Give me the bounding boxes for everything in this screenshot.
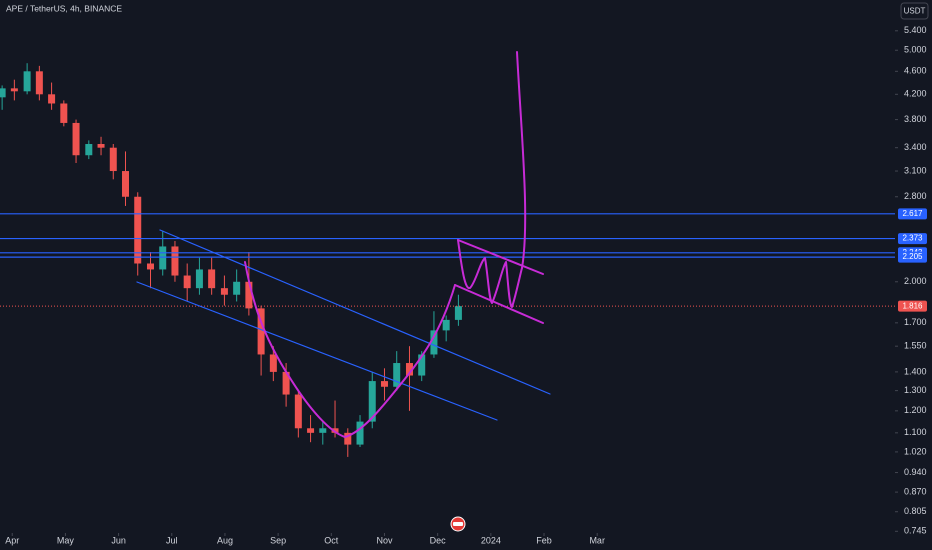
candle-body — [60, 103, 68, 123]
price-badge-label: 2.617 — [902, 209, 923, 218]
candle-body — [0, 88, 6, 98]
candle-body — [85, 144, 93, 156]
price-badge — [898, 251, 927, 263]
candle-body — [72, 122, 80, 156]
candle-body — [356, 421, 364, 445]
candle-body — [23, 71, 31, 92]
y-tick-label: 1.300 — [904, 385, 927, 395]
y-tick-label: 3.100 — [904, 165, 927, 175]
pennant-line — [454, 284, 544, 324]
last-price-badge — [898, 300, 927, 312]
y-tick-label: 0.870 — [904, 486, 927, 496]
y-tick-label: 0.745 — [904, 526, 927, 536]
channel-line — [136, 281, 498, 421]
price-axis — [895, 0, 932, 533]
candle-body — [208, 269, 216, 289]
candle-body — [454, 306, 462, 320]
candle-body — [35, 71, 43, 95]
x-tick-label: Apr — [5, 535, 19, 545]
y-tick-label: 5.000 — [904, 45, 927, 55]
price-badge — [898, 208, 927, 220]
candle-body — [269, 354, 277, 372]
y-tick-label: 0.805 — [904, 506, 927, 516]
candle-body — [48, 94, 56, 104]
x-tick-label: 2024 — [481, 535, 501, 545]
candle-body — [442, 319, 450, 331]
candle-body — [233, 281, 241, 295]
price-badge-label: 2.373 — [902, 234, 923, 243]
x-tick-label: Nov — [376, 535, 393, 545]
logo — [450, 516, 466, 532]
x-tick-label: Sep — [270, 535, 286, 545]
x-tick-label: Mar — [589, 535, 605, 545]
x-tick-label: Jul — [166, 535, 178, 545]
y-tick-label: 3.800 — [904, 114, 927, 124]
y-tick-label: 1.400 — [904, 366, 927, 376]
x-tick-label: Aug — [217, 535, 233, 545]
candle-body — [109, 147, 117, 172]
x-tick-label: Jun — [111, 535, 126, 545]
y-tick-label: 4.600 — [904, 66, 927, 76]
y-tick-label: 2.800 — [904, 191, 927, 201]
candle-body — [146, 263, 154, 270]
logo-mark — [453, 522, 463, 526]
candle-body — [257, 308, 265, 355]
y-tick-label: 2.000 — [904, 276, 927, 286]
y-tick-label: 1.100 — [904, 427, 927, 437]
candle-body — [307, 428, 315, 433]
x-tick-label: Oct — [324, 535, 339, 545]
projection-curve — [516, 51, 527, 269]
pennant-line — [457, 239, 544, 275]
y-tick-label: 1.020 — [904, 446, 927, 456]
candle-body — [380, 381, 388, 387]
y-tick-label: 4.200 — [904, 89, 927, 99]
y-tick-label: 0.940 — [904, 467, 927, 477]
candle-body — [245, 281, 253, 309]
candle-body — [183, 275, 191, 289]
chart-title: APE / TetherUS, 4h, BINANCE — [6, 3, 122, 13]
x-tick-label: Feb — [536, 535, 552, 545]
candle-body — [368, 381, 376, 422]
channel-line — [159, 229, 551, 395]
last-price-label: 1.816 — [902, 301, 923, 310]
x-tick-label: May — [57, 535, 75, 545]
cup-curve — [244, 261, 456, 438]
candle-body — [159, 246, 167, 270]
y-tick-label: 5.400 — [904, 25, 927, 35]
candle-body — [220, 288, 228, 295]
candle-body — [319, 428, 327, 433]
price-badge — [898, 233, 927, 245]
candle-body — [134, 196, 142, 264]
price-badge-label: 2.205 — [902, 252, 923, 261]
currency-label: USDT — [904, 7, 926, 16]
x-tick-label: Dec — [430, 535, 447, 545]
candle-body — [97, 144, 105, 148]
currency-button[interactable] — [900, 2, 929, 20]
candle-body — [405, 363, 413, 376]
zigzag — [457, 239, 523, 308]
candle-body — [122, 171, 130, 197]
candle-body — [393, 363, 401, 387]
candle-body — [430, 330, 438, 355]
candle-body — [10, 88, 18, 92]
drawings — [136, 51, 551, 438]
candle-body — [195, 269, 203, 289]
y-tick-label: 1.550 — [904, 341, 927, 351]
candle-body — [418, 354, 426, 376]
y-tick-label: 1.200 — [904, 405, 927, 415]
candle-body — [294, 394, 302, 429]
candle-body — [282, 371, 290, 395]
candle-body — [344, 432, 352, 445]
candle-body — [171, 246, 179, 276]
y-tick-label: 3.400 — [904, 142, 927, 152]
y-tick-label: 1.700 — [904, 317, 927, 327]
